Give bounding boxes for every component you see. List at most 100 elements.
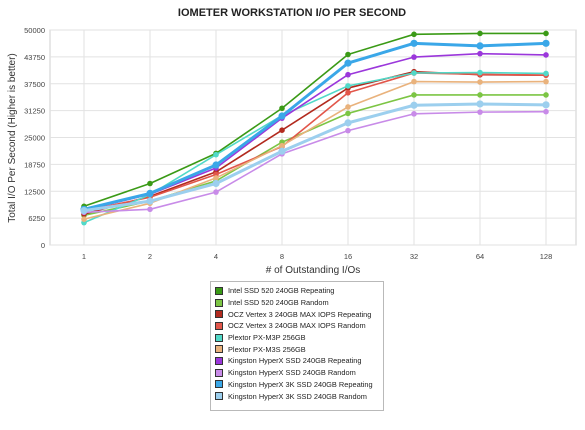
data-point (213, 189, 219, 195)
data-point (476, 100, 484, 108)
legend-item: Plextor PX-M3P 256GB (215, 332, 379, 344)
data-point (477, 109, 483, 115)
y-tick-label: 6250 (28, 214, 45, 223)
data-point (477, 30, 483, 37)
data-point (411, 70, 417, 76)
legend-item: OCZ Vertex 3 240GB MAX IOPS Repeating (215, 308, 379, 320)
x-tick-label: 32 (410, 252, 418, 261)
data-point (410, 39, 418, 47)
x-tick-label: 64 (476, 252, 484, 261)
data-point (477, 50, 483, 57)
data-point (345, 127, 351, 134)
data-point (345, 83, 351, 89)
data-point (279, 127, 285, 133)
legend-label: Intel SSD 520 240GB Random (228, 298, 329, 308)
y-axis-label: Total I/O Per Second (Higher is better) (7, 53, 18, 223)
series-line (83, 41, 547, 211)
legend-swatch (215, 333, 223, 342)
series-line (83, 110, 547, 214)
legend-swatch (215, 380, 223, 389)
series-line (83, 102, 547, 213)
legend-label: Intel SSD 520 240GB Repeating (228, 286, 335, 296)
x-axis-label: # of Outstanding I/Os (266, 265, 361, 276)
data-point (213, 151, 219, 158)
data-point (543, 52, 549, 58)
legend-label: OCZ Vertex 3 240GB MAX IOPS Random (228, 321, 366, 331)
x-tick-label: 2 (148, 252, 152, 261)
legend-item: OCZ Vertex 3 240GB MAX IOPS Random (215, 320, 379, 332)
data-point (345, 89, 351, 96)
legend-swatch (215, 298, 223, 307)
data-point (81, 216, 87, 222)
series-line (83, 72, 547, 212)
data-point (146, 189, 154, 197)
legend-swatch (215, 368, 223, 377)
legend-swatch (215, 310, 223, 319)
data-point (213, 175, 219, 181)
data-point (147, 180, 153, 187)
chart-title: IOMETER WORKSTATION I/O PER SECOND (178, 7, 406, 19)
x-tick-label: 8 (280, 252, 284, 261)
data-point (278, 147, 286, 155)
data-point (278, 112, 286, 120)
legend-item: Kingston HyperX SSD 240GB Random (215, 367, 379, 379)
data-point (543, 70, 549, 77)
legend-item: Intel SSD 520 240GB Repeating (215, 285, 379, 297)
data-point (212, 161, 220, 169)
data-point (345, 71, 351, 78)
legend-swatch (215, 286, 223, 295)
data-point (411, 54, 417, 60)
data-point (411, 31, 417, 38)
data-point (212, 179, 220, 188)
x-tick-label: 1 (82, 252, 86, 261)
legend-label: Plextor PX-M3S 256GB (228, 344, 306, 354)
data-point (279, 142, 285, 149)
legend: Intel SSD 520 240GB Repeating Intel SSD 5… (210, 281, 384, 411)
x-tick-label: 4 (214, 252, 218, 261)
data-point (476, 42, 484, 50)
data-point (147, 206, 153, 213)
legend-item: Kingston HyperX SSD 240GB Repeating (215, 355, 379, 367)
legend-item: Intel SSD 520 240GB Random (215, 297, 379, 309)
series-line (83, 32, 546, 208)
data-point (345, 110, 351, 117)
legend-swatch (215, 321, 223, 330)
legend-label: Plextor PX-M3P 256GB (228, 333, 306, 343)
data-point (344, 59, 352, 67)
legend-label: Kingston HyperX 3K SSD 240GB Random (228, 391, 367, 401)
y-tick-label: 37500 (24, 80, 45, 89)
legend-label: OCZ Vertex 3 240GB MAX IOPS Repeating (228, 309, 372, 319)
data-point (410, 101, 418, 109)
data-point (543, 108, 549, 115)
data-point (542, 39, 550, 47)
legend-label: Kingston HyperX SSD 240GB Random (228, 368, 356, 378)
legend-label: Kingston HyperX SSD 240GB Repeating (228, 356, 362, 366)
y-tick-label: 12500 (24, 187, 45, 196)
legend-label: Kingston HyperX 3K SSD 240GB Repeating (228, 379, 373, 389)
y-tick-label: 43750 (24, 53, 45, 62)
data-point (543, 30, 549, 37)
data-point (477, 69, 483, 76)
data-point (411, 78, 417, 85)
y-tick-label: 18750 (24, 160, 45, 169)
data-point (344, 119, 352, 127)
data-point (411, 111, 417, 117)
legend-swatch (215, 345, 223, 354)
data-point (279, 105, 285, 112)
data-point (477, 79, 483, 85)
legend-item: Kingston HyperX 3K SSD 240GB Random (215, 390, 379, 402)
data-point (146, 197, 154, 205)
y-tick-label: 31250 (24, 107, 45, 116)
data-point (477, 92, 483, 98)
data-point (80, 207, 88, 215)
data-point (345, 51, 351, 58)
legend-swatch (215, 356, 223, 365)
data-point (543, 78, 549, 85)
data-point (543, 92, 549, 98)
data-point (345, 104, 351, 110)
legend-swatch (215, 392, 223, 401)
data-point (411, 92, 417, 98)
x-tick-label: 16 (344, 252, 352, 261)
